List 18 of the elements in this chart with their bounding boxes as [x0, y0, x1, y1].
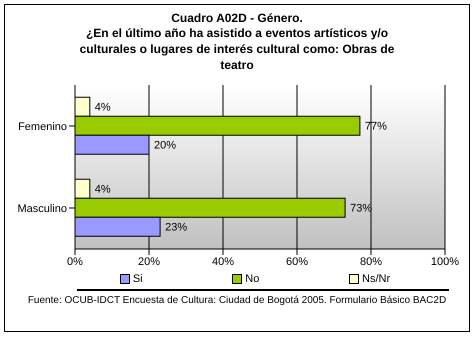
- source-note: Fuente: OCUB-IDCT Encuesta de Cultura: Ciudad de Bogotá 2005. Formulario Básico BAC2D: [26, 295, 448, 306]
- data-label: 20%: [154, 140, 176, 152]
- x-tick-label: 60%: [286, 256, 308, 268]
- legend-label: Si: [132, 273, 143, 285]
- x-tick-label: 20%: [138, 256, 160, 268]
- legend-label: Ns/Nr: [361, 273, 390, 285]
- x-tick-label: 40%: [212, 256, 234, 268]
- x-tick-label: 100%: [430, 256, 460, 268]
- chart-title: Cuadro A02D - Género.: [170, 11, 304, 25]
- data-label: 4%: [94, 102, 111, 114]
- y-tick-label: Masculino: [17, 202, 67, 215]
- y-tick-label: Femenino: [18, 120, 67, 133]
- data-label: 23%: [165, 222, 188, 234]
- data-label: 4%: [94, 184, 111, 196]
- legend-label: No: [244, 273, 260, 285]
- x-tick-label: 0%: [67, 256, 84, 268]
- x-tick-label: 80%: [360, 256, 382, 268]
- chart-subtitle: ¿En el último año ha asistido a eventos artísticos y/o culturales o lugares de interés cultural como: Obras de teatro: [78, 25, 396, 73]
